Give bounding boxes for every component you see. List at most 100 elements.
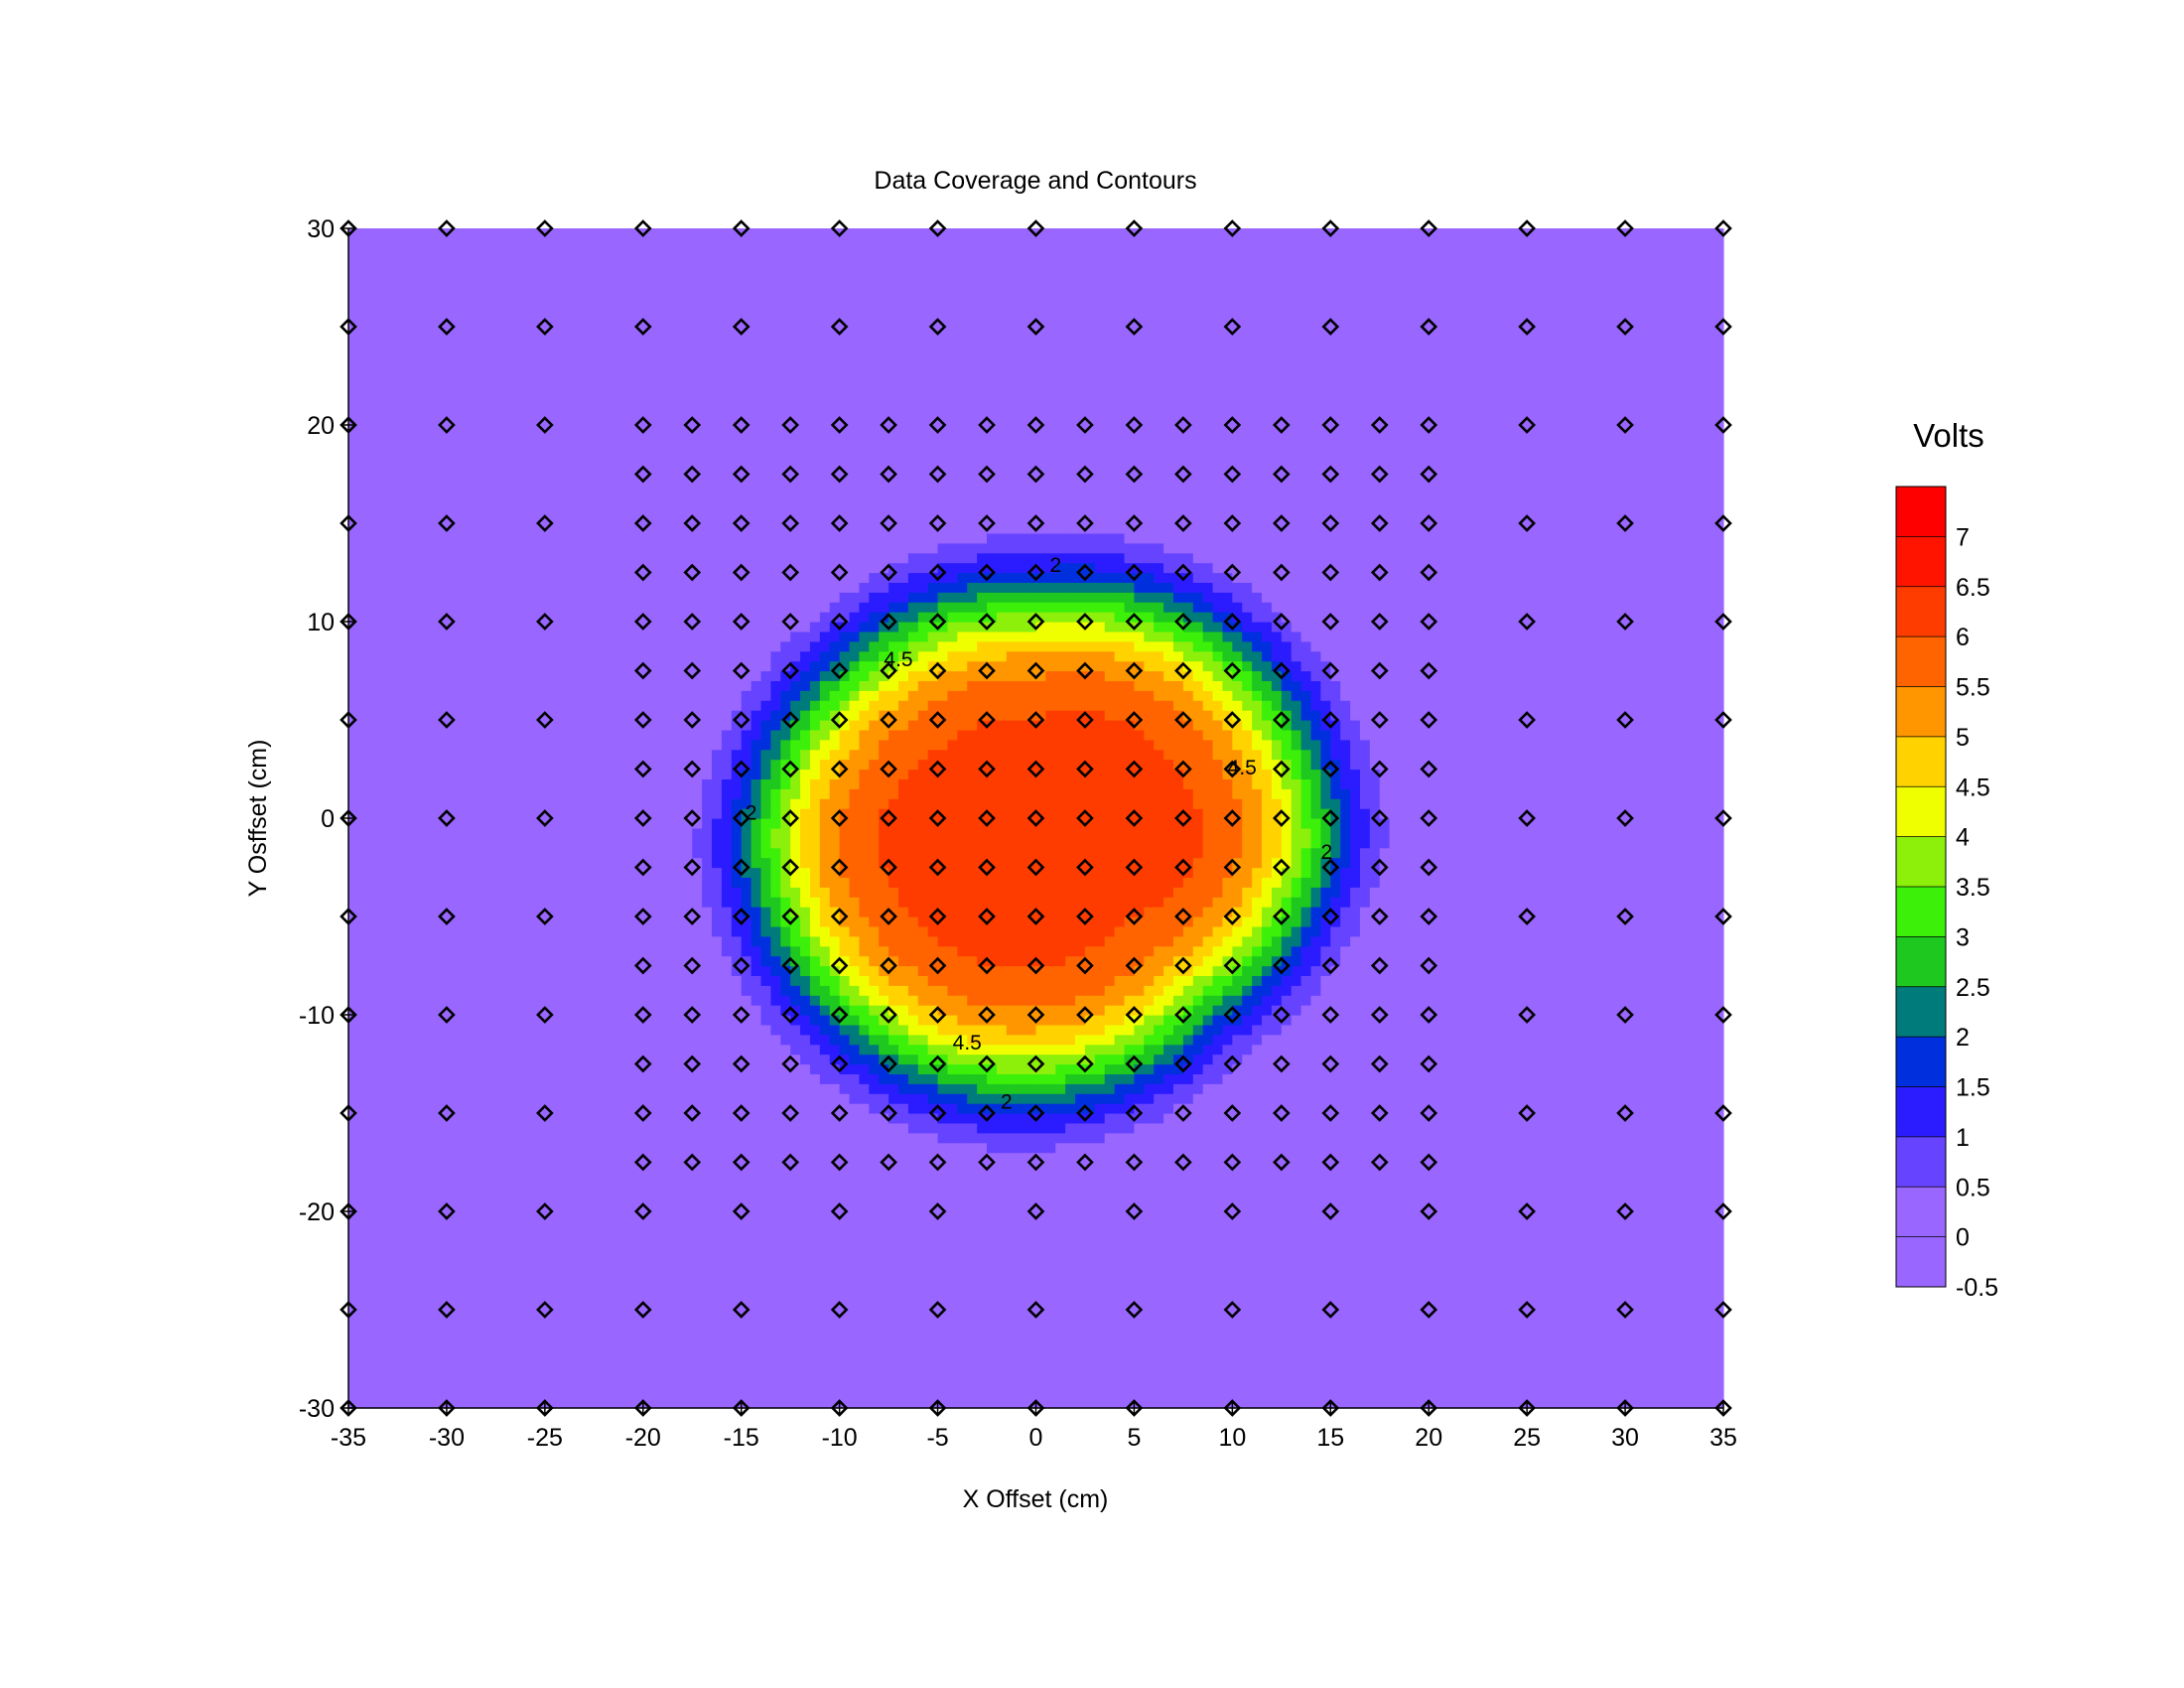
heat-cell — [575, 1192, 585, 1202]
heat-cell — [515, 995, 525, 1006]
heat-cell — [348, 573, 358, 584]
heat-cell — [437, 838, 447, 849]
heat-cell — [623, 1349, 633, 1360]
heat-cell — [407, 366, 417, 377]
heat-cell — [348, 1270, 358, 1281]
heat-cell — [594, 543, 604, 554]
heat-cell — [545, 1320, 555, 1331]
heat-cell — [388, 671, 398, 682]
heat-cell — [427, 1261, 437, 1272]
heat-cell — [682, 1201, 692, 1212]
heat-cell — [565, 395, 575, 406]
heat-cell — [388, 720, 398, 731]
heat-cell — [495, 1241, 505, 1252]
heat-cell — [477, 503, 486, 514]
heat-cell — [417, 1368, 427, 1379]
heat-cell — [495, 258, 505, 269]
heat-cell — [672, 936, 682, 947]
heat-cell — [447, 278, 457, 289]
heat-cell — [742, 1349, 751, 1360]
heat-cell — [722, 1201, 732, 1212]
heat-cell — [663, 828, 673, 839]
heat-cell — [477, 868, 486, 879]
heat-cell — [437, 395, 447, 406]
heat-cell — [751, 1005, 761, 1016]
heat-cell — [525, 1143, 535, 1154]
heat-cell — [682, 435, 692, 446]
heat-cell — [682, 1368, 692, 1379]
heat-cell — [623, 563, 633, 574]
heat-cell — [653, 1035, 663, 1046]
heat-cell — [397, 1270, 407, 1281]
heat-cell — [742, 926, 751, 937]
heat-cell — [565, 356, 575, 367]
heat-cell — [525, 602, 535, 613]
heat-cell — [633, 1270, 643, 1281]
heat-cell — [614, 1005, 623, 1016]
heat-cell — [378, 1388, 388, 1399]
heat-cell — [407, 1093, 417, 1104]
heat-cell — [555, 287, 565, 298]
heat-cell — [653, 1330, 663, 1340]
heat-cell — [643, 582, 653, 593]
heat-cell — [477, 1349, 486, 1360]
heat-cell — [722, 573, 732, 584]
heat-cell — [732, 1143, 742, 1154]
heat-cell — [653, 1064, 663, 1075]
heat-cell — [623, 1251, 633, 1262]
heat-cell — [722, 788, 732, 799]
heat-cell — [427, 1093, 437, 1104]
heat-cell — [477, 385, 486, 396]
heat-cell — [447, 445, 457, 456]
heat-cell — [437, 1055, 447, 1065]
heat-cell — [722, 503, 732, 514]
heat-cell — [388, 415, 398, 426]
heat-cell — [594, 278, 604, 289]
heat-cell — [397, 543, 407, 554]
heat-cell — [378, 858, 388, 869]
heat-cell — [417, 258, 427, 269]
heat-cell — [388, 1123, 398, 1134]
heat-cell — [535, 690, 545, 701]
heat-cell — [545, 985, 555, 996]
heat-cell — [604, 307, 614, 318]
heat-cell — [653, 248, 663, 258]
heat-cell — [555, 465, 565, 476]
heat-cell — [535, 956, 545, 967]
heat-cell — [555, 1378, 565, 1389]
heat-cell — [594, 1398, 604, 1409]
heat-cell — [495, 337, 505, 348]
heat-cell — [486, 258, 496, 269]
heat-cell — [368, 366, 378, 377]
heat-cell — [535, 700, 545, 711]
heat-cell — [663, 770, 673, 780]
heat-cell — [505, 1123, 515, 1134]
heat-cell — [751, 995, 761, 1006]
heat-cell — [702, 455, 712, 466]
heat-cell — [604, 1330, 614, 1340]
heat-cell — [722, 916, 732, 927]
heat-cell — [348, 1055, 358, 1065]
heat-cell — [614, 327, 623, 338]
heat-cell — [663, 385, 673, 396]
heat-cell — [378, 818, 388, 829]
heat-cell — [397, 1261, 407, 1272]
heat-cell — [722, 936, 732, 947]
heat-cell — [368, 926, 378, 937]
heat-cell — [604, 612, 614, 623]
heat-cell — [486, 1398, 496, 1409]
heat-cell — [515, 730, 525, 741]
heat-cell — [457, 680, 467, 691]
heat-cell — [505, 238, 515, 249]
heat-cell — [368, 425, 378, 436]
heat-cell — [722, 1192, 732, 1202]
heat-cell — [407, 1064, 417, 1075]
heat-cell — [555, 573, 565, 584]
heat-cell — [467, 356, 477, 367]
heat-cell — [565, 1339, 575, 1350]
heat-cell — [594, 868, 604, 879]
heat-cell — [575, 297, 585, 308]
heat-cell — [663, 1339, 673, 1350]
heat-cell — [663, 887, 673, 898]
heat-cell — [732, 435, 742, 446]
